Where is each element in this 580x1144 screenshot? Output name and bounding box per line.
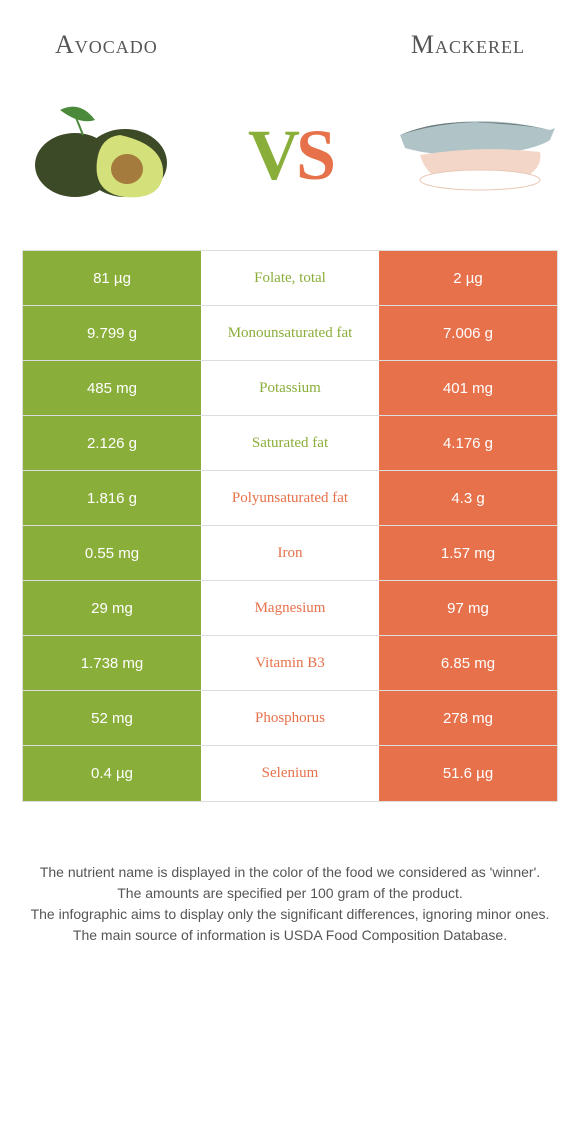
right-value: 97 mg xyxy=(379,581,557,635)
right-food-title: Mackerel xyxy=(411,30,525,60)
footnote-line: The amounts are specified per 100 gram o… xyxy=(30,883,550,904)
right-value: 4.3 g xyxy=(379,471,557,525)
table-row: 0.4 µgSelenium51.6 µg xyxy=(23,746,557,801)
table-row: 2.126 gSaturated fat4.176 g xyxy=(23,416,557,471)
left-value: 2.126 g xyxy=(23,416,201,470)
nutrient-label: Magnesium xyxy=(201,581,379,635)
nutrient-label: Vitamin B3 xyxy=(201,636,379,690)
nutrient-label: Phosphorus xyxy=(201,691,379,745)
right-value: 6.85 mg xyxy=(379,636,557,690)
table-row: 29 mgMagnesium97 mg xyxy=(23,581,557,636)
left-value: 29 mg xyxy=(23,581,201,635)
table-row: 81 µgFolate, total2 µg xyxy=(23,251,557,306)
nutrient-label: Folate, total xyxy=(201,251,379,305)
table-row: 0.55 mgIron1.57 mg xyxy=(23,526,557,581)
header: Avocado Mackerel xyxy=(0,0,580,70)
nutrient-label: Potassium xyxy=(201,361,379,415)
vs-label: VS xyxy=(248,114,332,197)
left-value: 485 mg xyxy=(23,361,201,415)
nutrient-label: Selenium xyxy=(201,746,379,801)
table-row: 9.799 gMonounsaturated fat7.006 g xyxy=(23,306,557,361)
right-value: 2 µg xyxy=(379,251,557,305)
left-value: 0.55 mg xyxy=(23,526,201,580)
left-value: 9.799 g xyxy=(23,306,201,360)
footnote-line: The main source of information is USDA F… xyxy=(30,925,550,946)
nutrient-table: 81 µgFolate, total2 µg9.799 gMonounsatur… xyxy=(22,250,558,802)
vs-row: VS xyxy=(0,70,580,250)
table-row: 52 mgPhosphorus278 mg xyxy=(23,691,557,746)
footnote: The nutrient name is displayed in the co… xyxy=(30,862,550,946)
right-value: 1.57 mg xyxy=(379,526,557,580)
nutrient-label: Saturated fat xyxy=(201,416,379,470)
nutrient-label: Polyunsaturated fat xyxy=(201,471,379,525)
right-value: 7.006 g xyxy=(379,306,557,360)
right-value: 401 mg xyxy=(379,361,557,415)
footnote-line: The infographic aims to display only the… xyxy=(30,904,550,925)
left-value: 1.738 mg xyxy=(23,636,201,690)
left-value: 81 µg xyxy=(23,251,201,305)
table-row: 1.738 mgVitamin B36.85 mg xyxy=(23,636,557,691)
right-value: 278 mg xyxy=(379,691,557,745)
right-value: 4.176 g xyxy=(379,416,557,470)
left-value: 0.4 µg xyxy=(23,746,201,801)
right-value: 51.6 µg xyxy=(379,746,557,801)
left-value: 1.816 g xyxy=(23,471,201,525)
nutrient-label: Iron xyxy=(201,526,379,580)
footnote-line: The nutrient name is displayed in the co… xyxy=(30,862,550,883)
table-row: 485 mgPotassium401 mg xyxy=(23,361,557,416)
avocado-image xyxy=(20,90,190,220)
left-food-title: Avocado xyxy=(55,30,158,60)
table-row: 1.816 gPolyunsaturated fat4.3 g xyxy=(23,471,557,526)
vs-v: V xyxy=(248,115,296,195)
left-value: 52 mg xyxy=(23,691,201,745)
nutrient-label: Monounsaturated fat xyxy=(201,306,379,360)
vs-s: S xyxy=(296,115,332,195)
mackerel-image xyxy=(390,90,560,220)
